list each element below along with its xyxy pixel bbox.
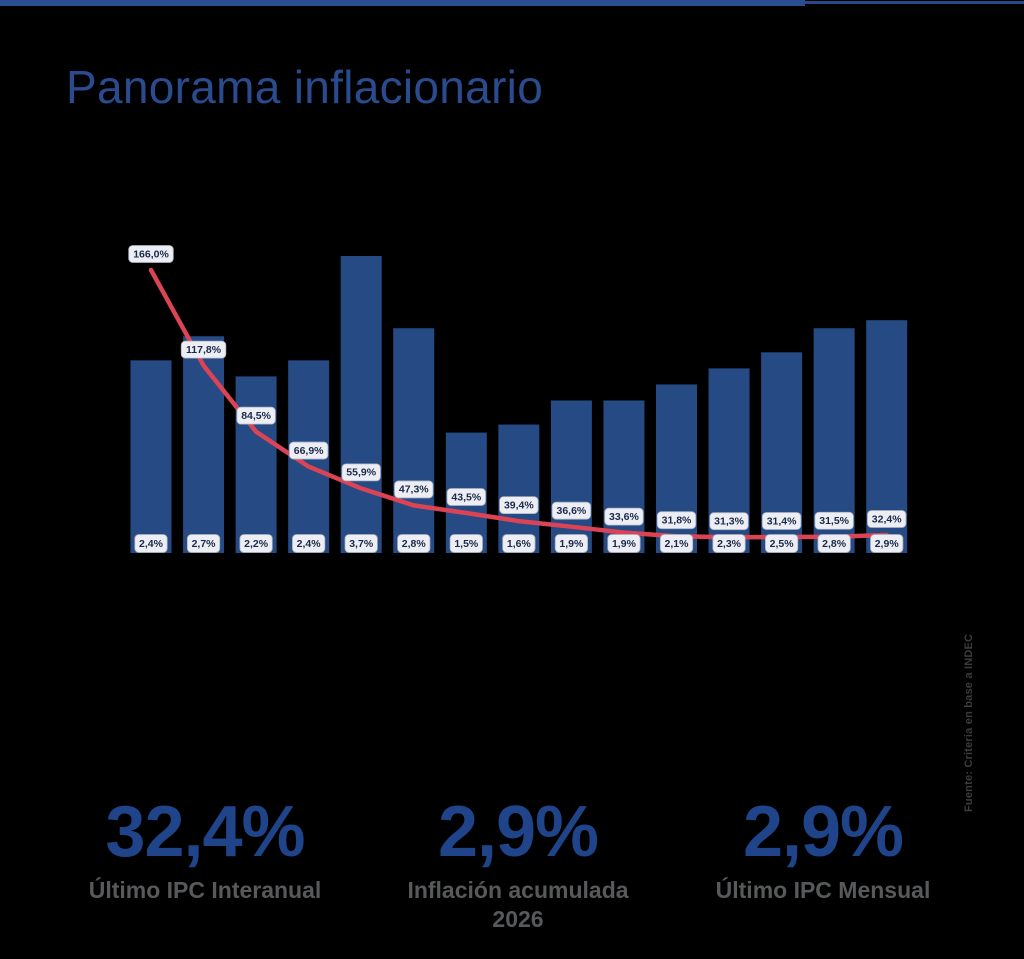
stat-label-line1: Inflación acumulada xyxy=(407,877,629,903)
bar-value-label: 2,8% xyxy=(822,538,847,550)
line-value-label: 33,6% xyxy=(609,511,639,523)
line-value-label-box xyxy=(446,488,486,506)
bar-value-label: 2,4% xyxy=(139,538,164,550)
line-value-label-box xyxy=(814,511,854,530)
bar-value-label: 3,7% xyxy=(349,538,374,550)
bar-value-label: 2,7% xyxy=(192,538,217,550)
bar-value-label: 2,5% xyxy=(770,538,795,550)
line-value-label: 55,9% xyxy=(346,467,376,479)
line-value-label: 31,5% xyxy=(819,515,849,527)
line-value-label-box xyxy=(604,507,644,526)
bar xyxy=(498,424,540,553)
stat-label: Inflación acumulada 2026 xyxy=(343,876,693,934)
bar-value-label: 1,5% xyxy=(454,538,479,550)
bar xyxy=(235,376,277,553)
bar-value-label-box xyxy=(554,534,589,553)
bar-value-label: 1,9% xyxy=(559,538,584,550)
line-value-label-box xyxy=(236,406,276,425)
stat-ipc-mensual: 2,9% Último IPC Mensual xyxy=(648,790,998,905)
bar xyxy=(603,400,645,553)
bar xyxy=(340,256,382,553)
line-value-label: 43,5% xyxy=(451,491,481,503)
bar-value-label: 2,8% xyxy=(402,538,427,550)
bar-value-label-box xyxy=(817,534,851,553)
line-value-label: 31,8% xyxy=(662,514,692,526)
line-value-label-box xyxy=(761,512,802,530)
line-value-label: 47,3% xyxy=(399,484,429,496)
line-series xyxy=(148,267,889,540)
bar-value-label-box xyxy=(502,534,536,553)
bar-value-label-box xyxy=(659,534,694,553)
line-value-label: 31,3% xyxy=(714,515,744,527)
line-value-label-box xyxy=(551,501,592,520)
bar-value-label: 2,3% xyxy=(717,538,742,550)
line-value-label-box xyxy=(128,245,174,263)
line-value-label: 117,8% xyxy=(186,344,222,356)
stat-value: 2,9% xyxy=(437,792,599,872)
bar-value-label-box xyxy=(765,534,799,553)
stat-value: 32,4% xyxy=(105,792,305,872)
line-value-label: 166,0% xyxy=(133,248,169,260)
bar xyxy=(393,328,435,553)
stat-label: Último IPC Interanual xyxy=(88,877,322,903)
page-title: Panorama inflacionario xyxy=(66,61,544,113)
inflation-combo-chart: 166,0% 117,8% 84,5% 66,9% 55,9% 47,3% 43,5% 39,… xyxy=(128,245,908,553)
line-value-label: 31,4% xyxy=(767,515,797,527)
line-value-label: 39,4% xyxy=(504,499,534,511)
bar-value-label: 2,9% xyxy=(875,538,900,550)
line-value-label: 84,5% xyxy=(241,410,271,422)
top-accent-bar-thin xyxy=(805,1,1024,4)
line-value-label: 66,9% xyxy=(294,445,324,457)
bar-value-label: 1,9% xyxy=(612,538,637,550)
bar-value-label: 2,4% xyxy=(297,538,322,550)
line-value-label-box xyxy=(867,510,907,528)
bar-value-label-box xyxy=(712,534,746,553)
line-value-label-box xyxy=(656,511,697,530)
bar-value-label: 1,6% xyxy=(507,538,532,550)
stat-inflacion-acumulada: 2,9% Inflación acumulada 2026 xyxy=(343,790,693,934)
top-accent-bar xyxy=(0,0,805,6)
bar-value-label-box xyxy=(186,534,221,553)
line-value-label-box xyxy=(288,441,329,460)
bar-value-label-box xyxy=(449,534,483,553)
bar-value-label: 2,2% xyxy=(244,538,269,550)
line-value-label-box xyxy=(499,496,539,515)
bar xyxy=(130,360,172,553)
stat-label-line2: 2026 xyxy=(492,906,544,932)
bar-value-label-box xyxy=(292,534,326,553)
bar-value-label-box xyxy=(344,534,378,553)
line-value-label: 36,6% xyxy=(557,505,587,517)
source-note: Fuente: Criteria en base a INDEC xyxy=(963,633,975,812)
line-value-label-box xyxy=(394,480,434,499)
line-value-label: 32,4% xyxy=(872,513,902,525)
bar-value-label-box xyxy=(134,534,168,553)
stat-value: 2,9% xyxy=(742,792,904,872)
bar-value-label-box xyxy=(870,534,904,553)
line-value-label-box xyxy=(341,463,381,482)
stat-ipc-interanual: 32,4% Último IPC Interanual xyxy=(30,790,380,905)
bar-value-label-box xyxy=(397,534,431,553)
bar-value-label: 2,1% xyxy=(665,538,690,550)
stat-label: Último IPC Mensual xyxy=(715,877,931,903)
bar xyxy=(183,336,225,553)
bar-value-label-box xyxy=(239,534,273,553)
line-value-label-box xyxy=(180,340,227,359)
bar-value-label-box xyxy=(607,534,641,553)
line-value-label-box xyxy=(709,512,749,531)
